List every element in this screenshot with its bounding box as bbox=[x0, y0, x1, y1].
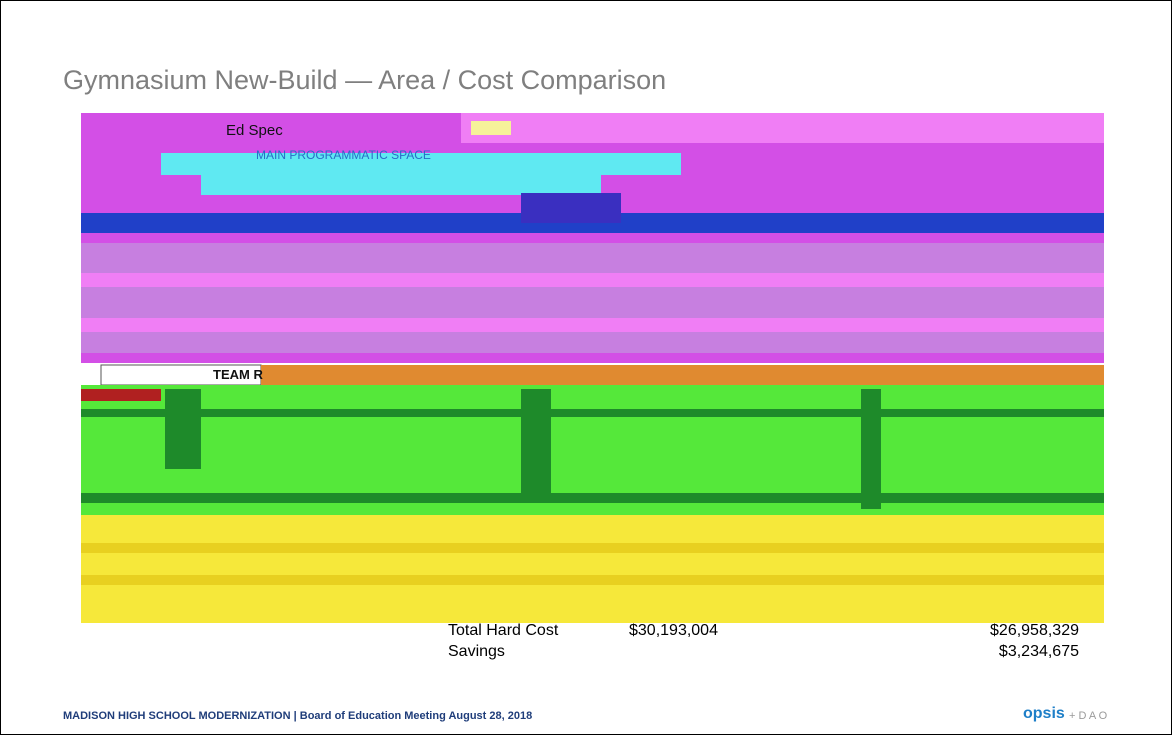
footer: MADISON HIGH SCHOOL MODERNIZATION | Boar… bbox=[63, 710, 532, 722]
slide-title: Gymnasium New-Build — Area / Cost Compar… bbox=[63, 65, 666, 96]
total-value: $30,193,004 bbox=[629, 622, 718, 640]
image-text: TEAM R bbox=[213, 367, 263, 382]
footer-separator: | bbox=[294, 710, 297, 722]
brand: opsis bbox=[1023, 705, 1065, 723]
total-label: Total Hard Cost bbox=[448, 622, 558, 640]
partner: + D A O bbox=[1069, 710, 1107, 722]
table-image: Ed Spec MAIN PROGRAMMATIC SPACE TEAM R bbox=[81, 113, 1104, 623]
footer-meeting: Board of Education Meeting August 28, 20… bbox=[300, 710, 532, 722]
image-text: MAIN PROGRAMMATIC SPACE bbox=[256, 148, 431, 162]
savings-label: Savings bbox=[448, 643, 505, 661]
savings-value: $3,234,675 bbox=[999, 643, 1079, 661]
slide: Gymnasium New-Build — Area / Cost Compar… bbox=[0, 0, 1172, 735]
footer-project: MADISON HIGH SCHOOL MODERNIZATION bbox=[63, 710, 291, 722]
total-value: $26,958,329 bbox=[990, 622, 1079, 640]
image-text: Ed Spec bbox=[226, 122, 283, 139]
